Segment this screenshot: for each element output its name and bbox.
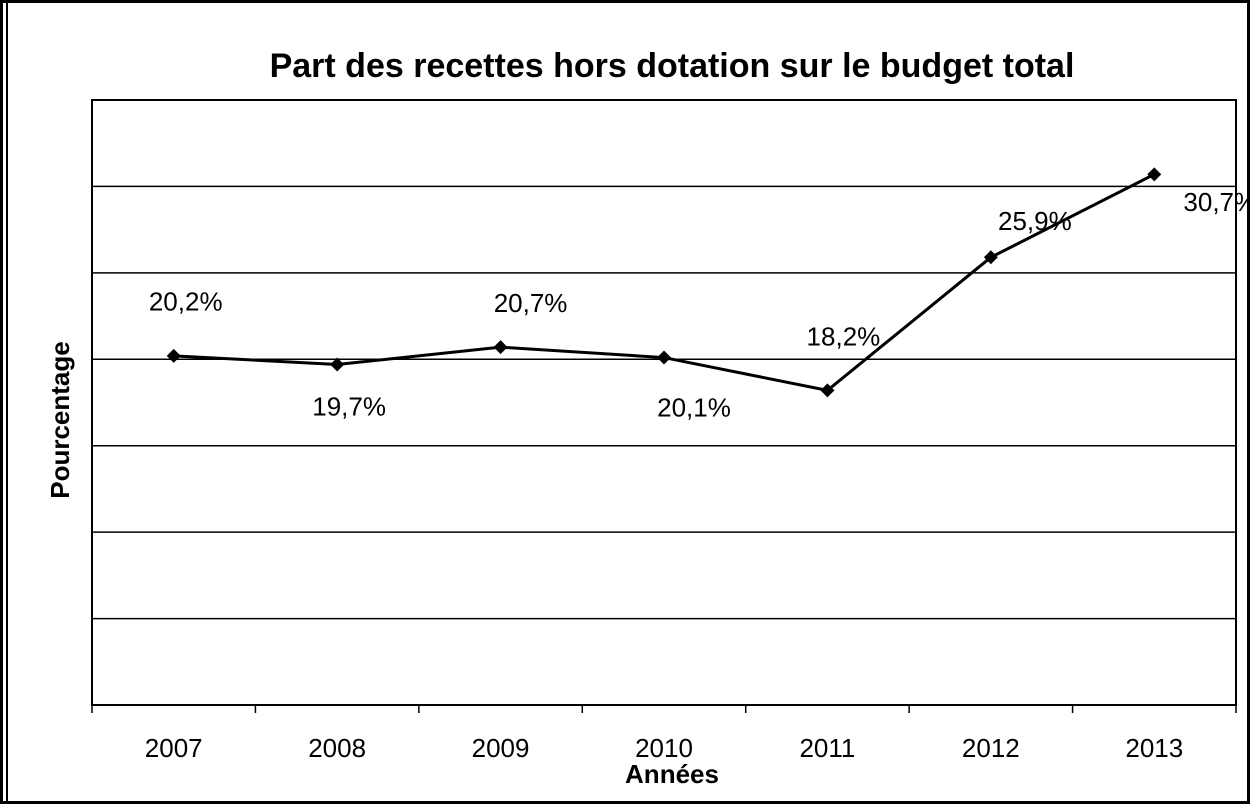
- data-label: 25,9%: [998, 206, 1072, 236]
- x-tick-label: 2009: [472, 733, 530, 763]
- plot-layer: 2007 2008 2009 2010 2011 2012 2013 20,2% 19,7% 20…: [91, 99, 1250, 763]
- y-axis-title: Pourcentage: [45, 341, 75, 499]
- data-label: 19,7%: [312, 391, 386, 421]
- data-label: 20,2%: [149, 287, 223, 317]
- data-label: 18,2%: [807, 321, 881, 351]
- marker: [493, 340, 508, 355]
- x-tick-label: 2012: [962, 733, 1020, 763]
- x-tick-label: 2011: [799, 733, 855, 763]
- marker: [820, 383, 835, 398]
- marker: [983, 250, 998, 265]
- chart-title: Part des recettes hors dotation sur le b…: [270, 47, 1075, 85]
- marker: [1147, 167, 1162, 182]
- marker: [166, 348, 181, 363]
- x-tick-label: 2008: [308, 733, 366, 763]
- x-axis-title: Années: [625, 759, 719, 789]
- marker: [657, 350, 671, 365]
- marker: [330, 357, 345, 372]
- x-tick-label: 2007: [145, 733, 203, 763]
- x-tick-label: 2013: [1125, 733, 1183, 763]
- data-label: 20,7%: [494, 288, 568, 318]
- x-tick-label: 2010: [635, 733, 693, 763]
- data-label: 30,7%: [1183, 187, 1250, 217]
- data-label: 20,1%: [657, 392, 731, 422]
- plot-area: [91, 99, 1237, 706]
